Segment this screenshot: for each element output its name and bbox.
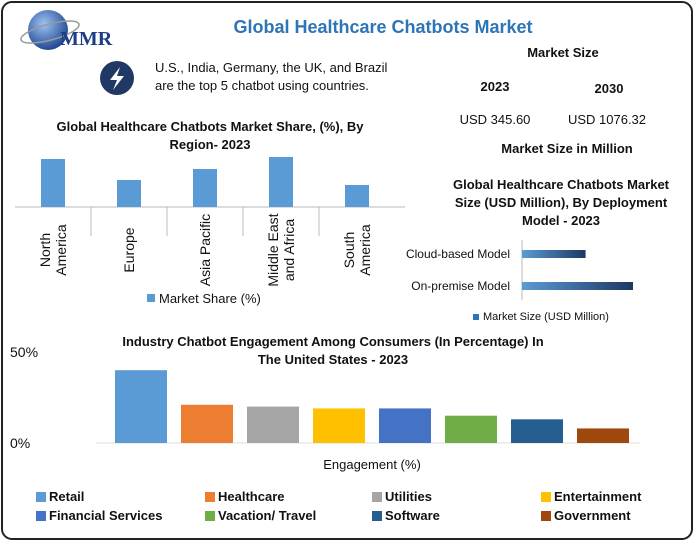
legend-swatch xyxy=(36,492,46,502)
bar xyxy=(445,415,497,443)
bar xyxy=(247,406,299,443)
y-tick-label: On-premise Model xyxy=(411,279,510,293)
logo-globe xyxy=(28,10,68,50)
icon-bolt xyxy=(110,67,124,90)
bar xyxy=(313,408,365,443)
legend-label: Market Size (USD Million) xyxy=(483,311,609,323)
market-value: USD 1076.32 xyxy=(567,112,647,127)
bar xyxy=(117,180,141,207)
legend-label: Vacation/ Travel xyxy=(218,508,317,523)
legend-swatch xyxy=(205,492,215,502)
legend-label: Utilities xyxy=(385,489,432,504)
legend-swatch xyxy=(205,511,215,521)
legend-swatch xyxy=(36,511,46,521)
legend-swatch xyxy=(541,511,551,521)
bar xyxy=(345,185,369,207)
y-tick-label: 50% xyxy=(10,344,39,360)
bar xyxy=(379,408,431,443)
bar xyxy=(522,282,633,290)
legend-swatch xyxy=(541,492,551,502)
market-heading: Market Size xyxy=(527,45,599,60)
legend-label: Retail xyxy=(49,489,85,504)
legend-swatch xyxy=(372,511,382,521)
x-axis-label: Engagement (%) xyxy=(323,457,421,472)
bar xyxy=(115,370,167,443)
bar xyxy=(41,159,65,207)
chart-title: Global Healthcare Chatbots Market Size (… xyxy=(453,177,669,228)
highlight: U.S., India, Germany, the UK, and Brazil… xyxy=(155,60,388,93)
legend-swatch xyxy=(473,314,479,320)
legend-label: Government xyxy=(554,508,631,523)
x-tick-label: Middle East and Africa xyxy=(265,213,297,287)
chart-title: Global Healthcare Chatbots Market Share,… xyxy=(56,119,364,152)
logo-ring xyxy=(20,20,80,44)
market-value: USD 345.60 xyxy=(459,112,531,127)
year: 2030 xyxy=(594,81,624,96)
legend-label: Market Share (%) xyxy=(159,291,261,306)
bar xyxy=(577,428,629,443)
chart-title: Industry Chatbot Engagement Among Consum… xyxy=(122,334,544,367)
bar xyxy=(193,169,217,207)
market-note: Market Size in Million xyxy=(501,141,633,156)
year: 2023 xyxy=(480,79,510,94)
x-tick-label: North America xyxy=(37,224,69,276)
legend-label: Healthcare xyxy=(218,489,285,504)
x-tick-label: Europe xyxy=(121,227,137,273)
bar xyxy=(269,157,293,207)
legend-swatch xyxy=(147,294,155,302)
page-title: Global Healthcare Chatbots Market xyxy=(233,17,533,37)
x-tick-label: Asia Pacific xyxy=(197,213,213,287)
legend-label: Financial Services xyxy=(49,508,163,523)
logo-text: MMR xyxy=(60,28,113,50)
bar xyxy=(522,250,586,258)
legend-label: Software xyxy=(385,508,440,523)
bar xyxy=(181,404,233,443)
y-tick-label: Cloud-based Model xyxy=(405,247,510,261)
legend-swatch xyxy=(372,492,382,502)
legend-label: Entertainment xyxy=(554,489,642,504)
bar xyxy=(511,419,563,443)
y-tick-label: 0% xyxy=(10,435,31,451)
